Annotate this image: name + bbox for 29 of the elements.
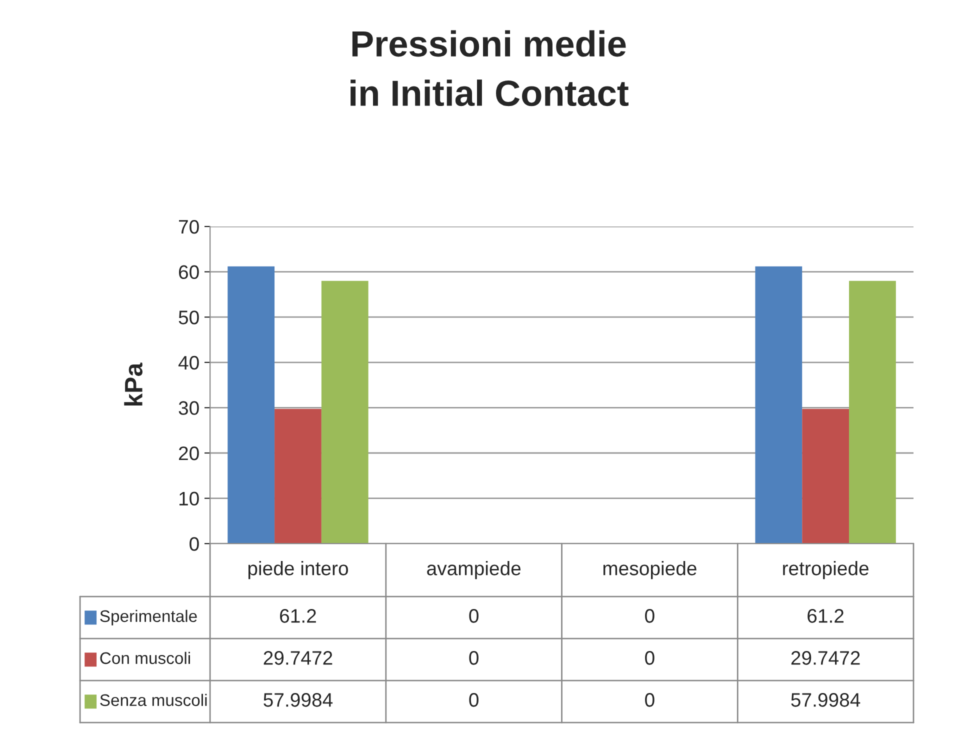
data-label: 0 [645, 609, 654, 623]
y-tick-label: 40 [178, 356, 199, 370]
data-label: 0 [469, 651, 478, 665]
legend-label: Con muscoli [100, 652, 190, 664]
y-tick-label: 20 [178, 446, 199, 460]
y-tick-label: 50 [178, 310, 199, 324]
chart-title: Pressioni medie in Initial Contact [350, 30, 629, 106]
data-label: 61.2 [280, 609, 316, 623]
data-label: 0 [469, 609, 478, 623]
y-tick-label: 0 [190, 537, 199, 551]
legend-label: Senza muscoli [100, 694, 207, 706]
x-tick-label: avampiede [427, 561, 521, 580]
x-tick-label: piede intero [248, 561, 348, 580]
data-label: 61.2 [808, 609, 844, 623]
data-label: 29.7472 [791, 651, 860, 665]
data-label: 0 [645, 651, 654, 665]
y-tick-label: 30 [178, 401, 199, 415]
y-tick-label: 60 [179, 265, 199, 280]
y-tick-label: 70 [179, 220, 199, 234]
data-label: 29.7472 [264, 651, 332, 665]
data-label: 57.9984 [791, 693, 860, 707]
legend-label: Sperimentale [100, 610, 197, 626]
data-label: 0 [469, 693, 478, 707]
y-tick-label: 10 [179, 492, 199, 506]
y-axis-title: kPa [124, 362, 143, 406]
data-label: 57.9984 [264, 693, 333, 707]
data-label: 0 [645, 693, 654, 707]
x-tick-label: mesopiede [603, 561, 696, 580]
x-tick-label: retropiede [783, 561, 868, 580]
